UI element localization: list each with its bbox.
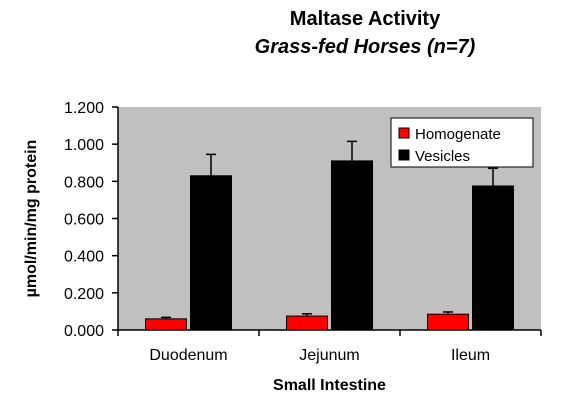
y-tick-label: 1.200 (64, 100, 104, 117)
legend-label-vesicles: Vesicles (415, 148, 470, 165)
x-axis-title: Small Intestine (273, 377, 386, 394)
y-tick-label: 1.000 (64, 137, 104, 154)
y-tick-label: 0.400 (64, 249, 104, 266)
chart-title: Maltase Activity (289, 8, 441, 30)
y-tick-label: 0.800 (64, 174, 104, 191)
y-axis-title: µmol/min/mg protein (23, 140, 40, 298)
chart-subtitle: Grass-fed Horses (n=7) (254, 36, 476, 58)
x-tick-label: Duodenum (149, 347, 227, 364)
legend-box (390, 117, 534, 168)
x-tick-label: Jejunum (299, 347, 359, 364)
y-tick-label: 0.600 (64, 212, 104, 229)
bar-homogenate-jejunum (286, 315, 328, 331)
bar-vesicles-ileum (472, 185, 514, 331)
legend-swatch-vesicles (398, 149, 410, 161)
bar-vesicles-duodenum (190, 175, 232, 331)
bar-homogenate-duodenum (145, 318, 187, 331)
y-tick-label: 0.200 (64, 286, 104, 303)
legend-swatch-homogenate (398, 127, 410, 139)
bar-vesicles-jejunum (331, 160, 373, 331)
x-tick-label: Ileum (451, 347, 490, 364)
legend-label-homogenate: Homogenate (415, 126, 501, 143)
y-tick-label: 0.000 (64, 323, 104, 340)
bar-homogenate-ileum (427, 313, 469, 331)
